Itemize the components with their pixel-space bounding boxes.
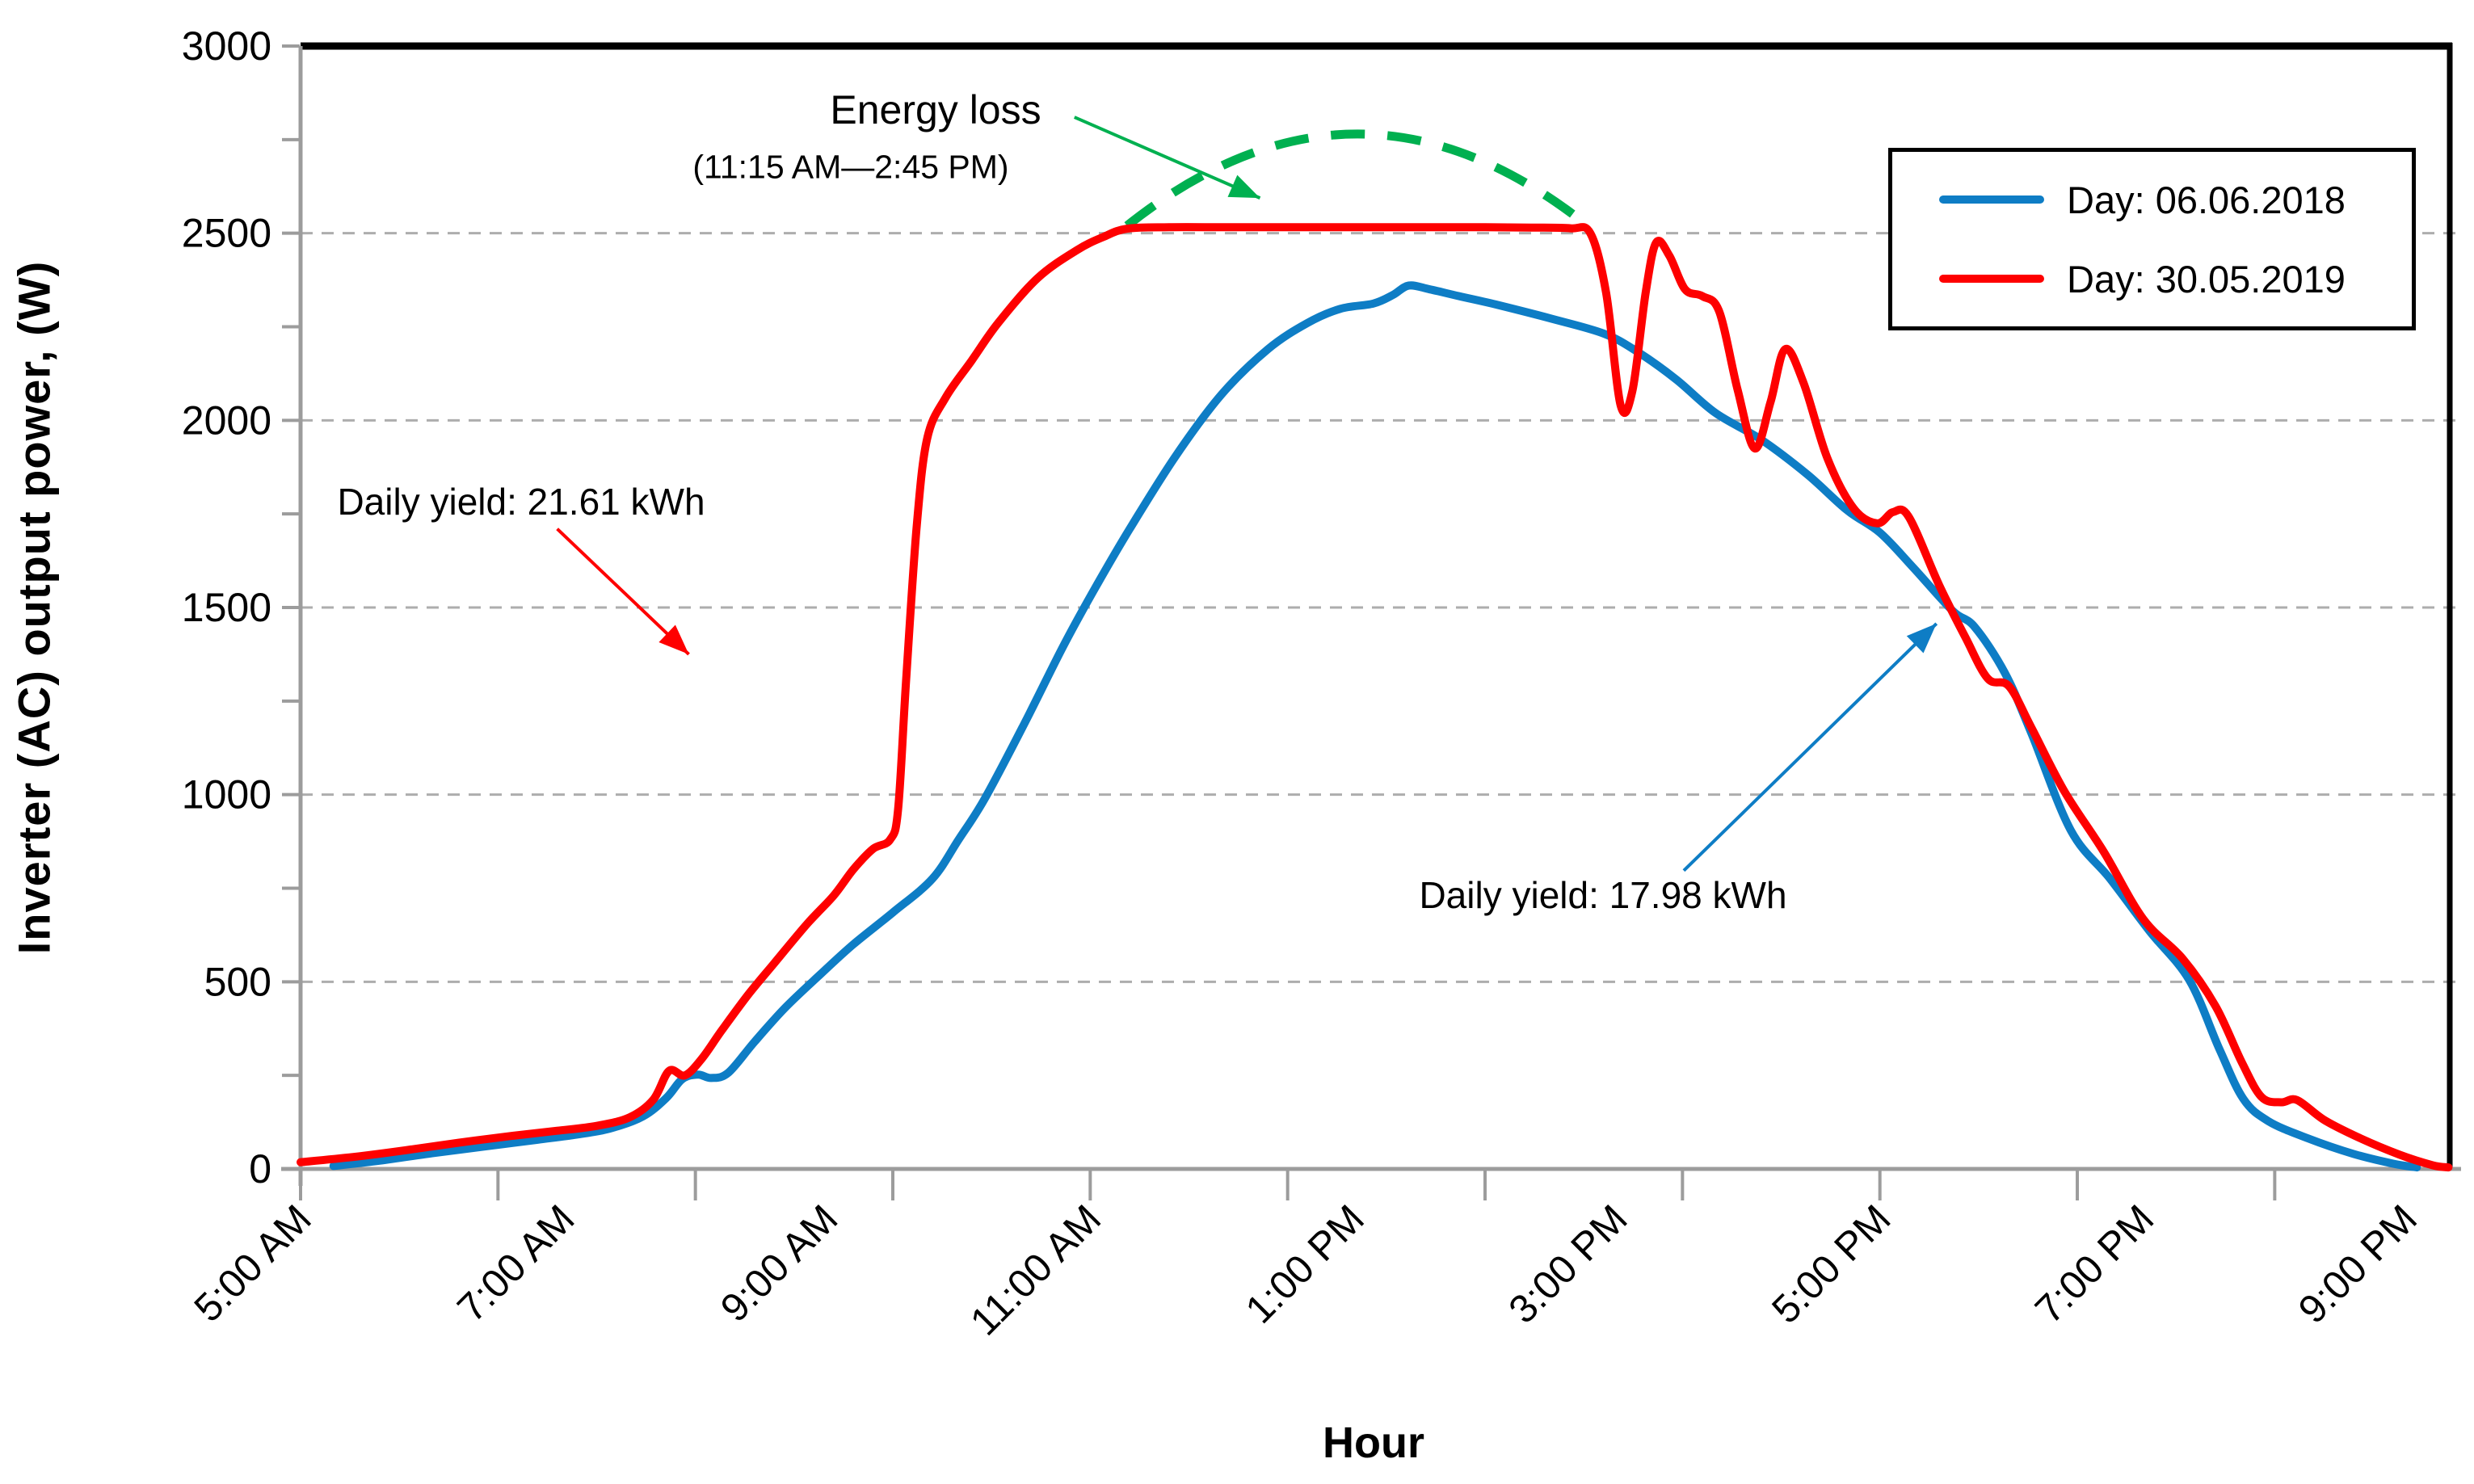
energy-loss-annotation-title: Energy loss (830, 87, 1041, 132)
x-tick-label: 11:00 AM (962, 1197, 1109, 1344)
x-tick-label: 3:00 PM (1500, 1197, 1635, 1332)
x-tick-label: 5:00 PM (1764, 1197, 1899, 1332)
series-curve-1 (297, 223, 2453, 1172)
energy-loss-arrow (1073, 116, 1261, 200)
x-tick-label: 9:00 AM (713, 1197, 846, 1331)
daily-yield-red-annotation: Daily yield: 21.61 kWh (337, 481, 705, 523)
legend-label: Day: 06.06.2018 (2067, 178, 2346, 221)
energy-loss-arrow-head (1227, 174, 1260, 199)
y-tick-label: 0 (249, 1146, 271, 1192)
series-curve-0 (329, 281, 2421, 1172)
y-tick-label: 500 (204, 959, 271, 1004)
y-tick-label: 2500 (182, 211, 271, 256)
x-tick-label: 1:00 PM (1238, 1197, 1373, 1332)
energy-loss-annotation-range: (11:15 AM—2:45 PM) (692, 148, 1009, 186)
legend-line-sample-blue (1939, 195, 2044, 204)
yield-blue-arrow-head (1906, 623, 1937, 654)
y-tick-label: 1000 (182, 772, 271, 818)
legend: Day: 06.06.2018 Day: 30.05.2019 (1888, 148, 2416, 330)
x-tick-label: 7:00 PM (2027, 1197, 2162, 1332)
x-tick-label: 9:00 PM (2291, 1197, 2426, 1332)
yield-red-arrow (556, 528, 690, 656)
x-axis-title: Hour (1323, 1419, 1424, 1467)
y-axis-title: Inverter (AC) output power, (W) (8, 260, 60, 955)
y-tick-label: 1500 (182, 585, 271, 630)
daily-yield-blue-annotation: Daily yield: 17.98 kWh (1419, 874, 1787, 916)
y-tick-label: 2000 (182, 397, 271, 443)
legend-entry-2019: Day: 30.05.2019 (1892, 257, 2412, 301)
legend-entry-2018: Day: 06.06.2018 (1892, 178, 2412, 222)
y-tick-label: 3000 (182, 23, 271, 69)
yield-blue-arrow (1682, 622, 1938, 872)
energy-loss-arc (1124, 129, 1591, 229)
legend-label: Day: 30.05.2019 (2067, 257, 2346, 301)
yield-red-arrow-head (658, 624, 689, 654)
x-tick-label: 5:00 AM (186, 1197, 319, 1331)
legend-line-sample-red (1939, 275, 2044, 283)
x-tick-label: 7:00 AM (449, 1197, 583, 1331)
